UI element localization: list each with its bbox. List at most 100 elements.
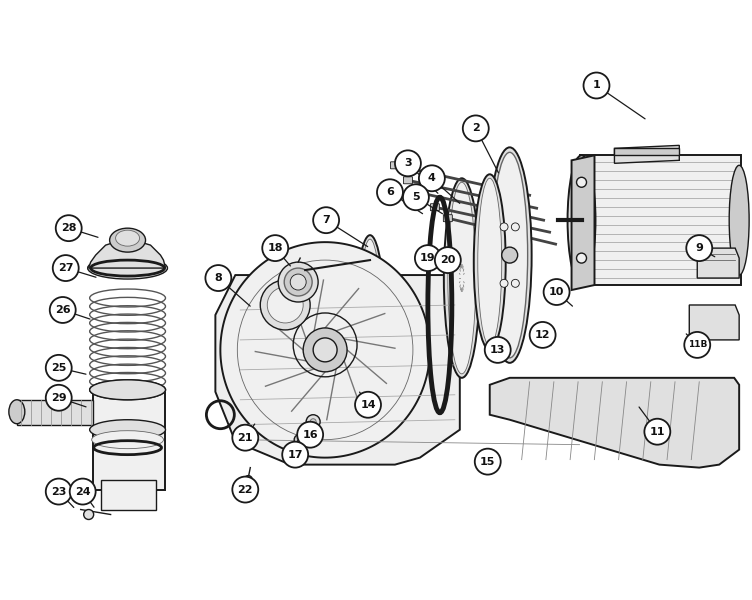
Text: 22: 22	[238, 485, 253, 494]
Bar	[614, 148, 679, 155]
Circle shape	[232, 476, 258, 503]
Text: 23: 23	[51, 487, 66, 497]
Circle shape	[687, 235, 712, 261]
FancyBboxPatch shape	[417, 190, 426, 197]
Polygon shape	[614, 145, 679, 163]
Ellipse shape	[313, 338, 337, 362]
Text: 26: 26	[55, 305, 71, 315]
Text: 2: 2	[472, 124, 480, 133]
Circle shape	[500, 280, 508, 287]
Polygon shape	[101, 479, 156, 509]
Circle shape	[70, 479, 96, 505]
Circle shape	[205, 265, 232, 291]
Ellipse shape	[729, 166, 749, 275]
Ellipse shape	[492, 152, 528, 358]
Circle shape	[511, 280, 520, 287]
Circle shape	[297, 422, 323, 448]
Ellipse shape	[502, 247, 517, 263]
Circle shape	[377, 179, 403, 205]
Text: 28: 28	[61, 223, 77, 233]
FancyBboxPatch shape	[444, 215, 452, 221]
FancyBboxPatch shape	[403, 177, 412, 184]
Circle shape	[485, 337, 511, 363]
Circle shape	[435, 247, 461, 273]
Text: 6: 6	[386, 187, 394, 197]
Ellipse shape	[110, 228, 146, 252]
Polygon shape	[92, 390, 165, 490]
Ellipse shape	[474, 174, 505, 350]
Polygon shape	[215, 275, 459, 464]
Text: 5: 5	[412, 192, 420, 202]
Circle shape	[294, 434, 304, 445]
Circle shape	[53, 255, 79, 281]
Ellipse shape	[290, 274, 306, 290]
Circle shape	[577, 253, 587, 263]
Polygon shape	[490, 378, 739, 467]
Polygon shape	[89, 238, 165, 268]
Circle shape	[415, 245, 441, 271]
Text: 10: 10	[549, 287, 564, 297]
Ellipse shape	[267, 287, 303, 323]
Polygon shape	[220, 242, 430, 458]
FancyBboxPatch shape	[430, 204, 439, 211]
Ellipse shape	[354, 235, 386, 445]
Circle shape	[500, 223, 508, 231]
Circle shape	[313, 207, 339, 233]
Circle shape	[282, 442, 308, 467]
Circle shape	[584, 73, 609, 98]
Text: 13: 13	[490, 345, 505, 355]
Polygon shape	[17, 400, 92, 425]
Circle shape	[544, 279, 569, 305]
Circle shape	[577, 177, 587, 187]
Text: 4: 4	[428, 173, 436, 183]
Circle shape	[56, 215, 82, 241]
Ellipse shape	[9, 400, 25, 424]
Polygon shape	[690, 305, 739, 340]
Text: 7: 7	[323, 215, 330, 225]
Circle shape	[46, 479, 71, 505]
Circle shape	[644, 419, 670, 445]
Circle shape	[262, 235, 288, 261]
Text: 15: 15	[480, 457, 496, 467]
Circle shape	[306, 415, 320, 429]
Circle shape	[403, 184, 429, 210]
Text: 3: 3	[404, 158, 412, 169]
Text: 29: 29	[51, 393, 66, 403]
Circle shape	[462, 115, 489, 142]
Ellipse shape	[88, 257, 168, 279]
Polygon shape	[572, 155, 595, 290]
Text: 21: 21	[238, 433, 253, 443]
Ellipse shape	[278, 262, 318, 302]
Text: 12: 12	[535, 330, 550, 340]
Circle shape	[419, 166, 445, 191]
Circle shape	[395, 151, 421, 176]
Circle shape	[83, 509, 94, 520]
Ellipse shape	[448, 182, 476, 374]
Ellipse shape	[488, 148, 532, 363]
Circle shape	[310, 419, 316, 425]
Ellipse shape	[284, 268, 312, 296]
Circle shape	[355, 392, 381, 418]
Ellipse shape	[116, 230, 140, 246]
Circle shape	[46, 355, 71, 381]
Polygon shape	[697, 248, 739, 278]
Ellipse shape	[89, 420, 165, 440]
Text: 14: 14	[360, 400, 376, 410]
Ellipse shape	[478, 178, 502, 346]
Ellipse shape	[89, 380, 165, 400]
FancyBboxPatch shape	[390, 162, 399, 169]
Polygon shape	[580, 155, 741, 285]
Circle shape	[475, 449, 501, 475]
Circle shape	[244, 476, 252, 484]
Ellipse shape	[303, 328, 347, 372]
Circle shape	[511, 223, 520, 231]
Circle shape	[50, 297, 76, 323]
Text: 11B: 11B	[687, 340, 707, 349]
Text: 1: 1	[593, 80, 600, 91]
Ellipse shape	[358, 239, 382, 440]
Circle shape	[232, 425, 258, 451]
Text: 8: 8	[214, 273, 223, 283]
Text: 25: 25	[51, 363, 66, 373]
Text: 9: 9	[696, 243, 703, 253]
Text: 27: 27	[58, 263, 74, 273]
